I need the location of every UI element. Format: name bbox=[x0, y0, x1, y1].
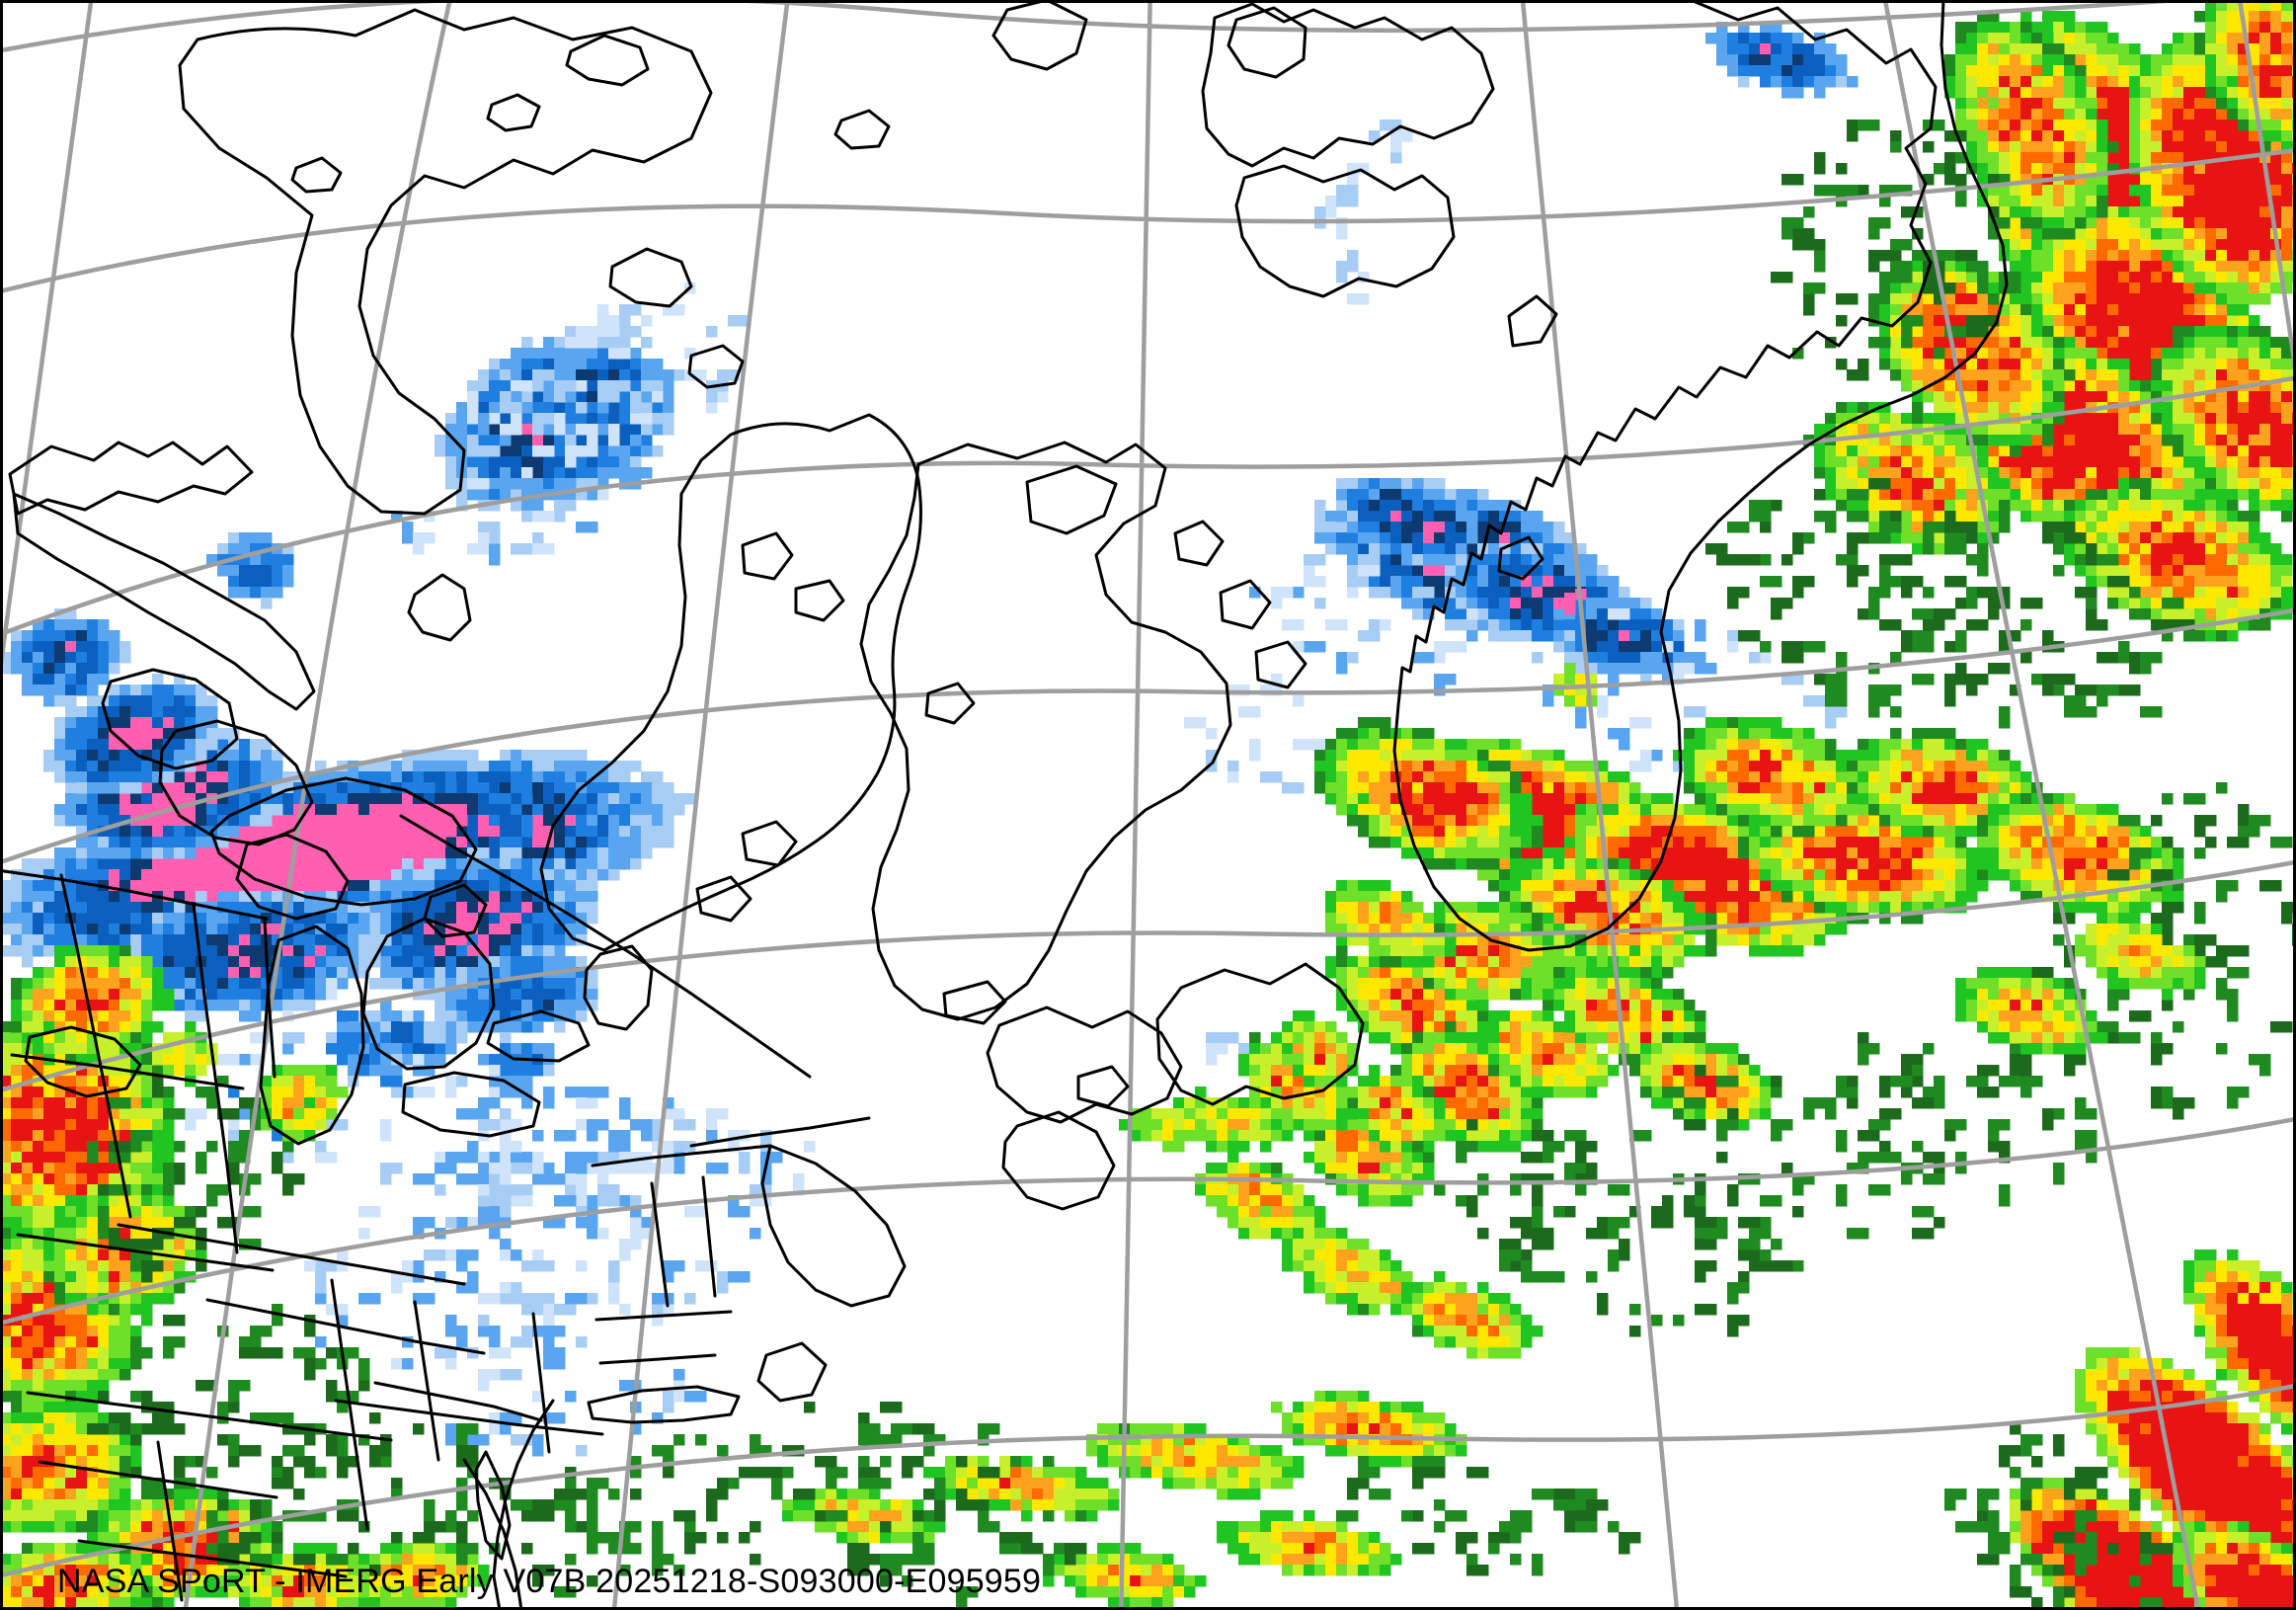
graticule-lon-4 bbox=[1119, 0, 1152, 1610]
coast-pei bbox=[1076, 1065, 1130, 1108]
graticule-lat-4 bbox=[0, 607, 2296, 865]
coast-newfoundland bbox=[1155, 962, 1365, 1106]
coast-labrador-detail-3 bbox=[1254, 640, 1307, 689]
coast-anticosti bbox=[942, 980, 1007, 1025]
coast-labrador-detail-2 bbox=[1219, 579, 1272, 630]
coast-greenland-west-detail bbox=[1507, 294, 1558, 348]
coast-hudson-island-1 bbox=[741, 531, 794, 581]
coast-hudson-island-2 bbox=[794, 579, 845, 622]
coast-north-mainland bbox=[178, 8, 713, 516]
coast-quebec-ne bbox=[1025, 464, 1118, 535]
coast-hudson-island-3 bbox=[924, 682, 976, 725]
border-ohio-valley bbox=[117, 1223, 466, 1286]
coast-arctic-island-d bbox=[407, 573, 472, 642]
border-state-vertical-6 bbox=[531, 1312, 551, 1454]
coast-lake-ontario bbox=[486, 1009, 591, 1063]
coast-greenland-bay-1 bbox=[1497, 535, 1544, 581]
border-appalachia bbox=[205, 1298, 486, 1355]
graticule-lon-2 bbox=[183, 0, 452, 1610]
border-south-1 bbox=[38, 1460, 278, 1499]
border-mid-atlantic bbox=[373, 1381, 543, 1422]
coast-quebec-lake-2 bbox=[695, 875, 752, 923]
coast-hudson-james-bay bbox=[583, 944, 654, 1031]
border-us-vt-nh bbox=[650, 1181, 670, 1308]
coast-arctic-island-b bbox=[12, 492, 316, 711]
coast-greenland-nw-island bbox=[1227, 6, 1307, 79]
coast-arctic-small-3 bbox=[687, 344, 745, 389]
coast-hudson-bay bbox=[539, 413, 922, 952]
border-quebec-ontario bbox=[399, 814, 812, 1079]
coast-arctic-island-a bbox=[8, 441, 254, 516]
graticule-lon-7 bbox=[2237, 0, 2296, 388]
coast-georgian-bay bbox=[423, 883, 488, 938]
border-south-2 bbox=[77, 1539, 348, 1578]
border-south-vert bbox=[156, 1440, 184, 1602]
coast-arctic-small-5 bbox=[565, 34, 650, 87]
coast-ungava-labrador bbox=[859, 441, 1232, 1021]
border-state-vertical-5 bbox=[413, 1300, 440, 1462]
coast-labrador-detail-1 bbox=[1173, 520, 1225, 567]
border-quebec-us bbox=[689, 1116, 871, 1148]
coast-arctic-small-6 bbox=[486, 93, 541, 132]
coastlines bbox=[0, 0, 2009, 1610]
coast-lake-superior bbox=[209, 776, 478, 907]
coast-lake-erie bbox=[401, 1071, 541, 1138]
coast-chesapeake bbox=[474, 1450, 512, 1561]
border-us-mass bbox=[594, 1310, 733, 1322]
coast-arctic-island-f bbox=[235, 833, 350, 921]
border-state-vertical-2 bbox=[192, 903, 239, 1254]
graticule-lon-3 bbox=[611, 0, 790, 1610]
graticule-lat-6 bbox=[0, 1116, 2296, 1327]
coast-nova-scotia bbox=[1001, 1110, 1116, 1211]
coast-arctic-small-4 bbox=[833, 109, 891, 150]
border-state-horiz-3 bbox=[26, 1391, 393, 1442]
graticule-lat-7 bbox=[0, 1383, 2296, 1578]
coast-arctic-island-g bbox=[24, 1025, 142, 1098]
graticule-lat-1 bbox=[0, 0, 2210, 53]
border-state-vertical-4 bbox=[330, 1278, 369, 1531]
graticule-lon-1 bbox=[0, 0, 94, 687]
coast-quebec-lake-1 bbox=[741, 820, 798, 867]
coast-lake-michigan bbox=[259, 925, 365, 1146]
coast-gulf-st-lawrence bbox=[986, 1006, 1183, 1124]
graticule-lat-3 bbox=[0, 375, 2296, 637]
coast-arctic-small-1 bbox=[290, 156, 343, 194]
border-state-horiz-1 bbox=[10, 1053, 245, 1090]
graticule-lon-5 bbox=[1520, 0, 1680, 1610]
border-state-horiz-4 bbox=[334, 1399, 604, 1436]
border-state-vertical-3 bbox=[263, 917, 277, 1079]
border-us-canada-49th bbox=[0, 868, 269, 921]
coast-arctic-mainland-ne bbox=[991, 0, 1088, 71]
border-us-nh-me bbox=[701, 1175, 717, 1298]
figure-caption: NASA SPoRT - IMERG Early V07B 20251218-S… bbox=[57, 1563, 1042, 1600]
coast-lake-huron bbox=[361, 917, 496, 1071]
coast-maine-ne bbox=[760, 1144, 907, 1308]
coast-long-island bbox=[587, 1385, 741, 1424]
border-us-ne-1 bbox=[591, 1144, 772, 1167]
coast-cape-cod bbox=[756, 1341, 828, 1403]
coast-greenland bbox=[1392, 0, 2009, 952]
graticule-lat-5 bbox=[0, 859, 2296, 1093]
border-state-vertical-1 bbox=[59, 873, 132, 1219]
border-state-horiz-2 bbox=[16, 1233, 275, 1272]
coast-arctic-small-2 bbox=[608, 247, 693, 308]
graticule-lon-6 bbox=[1882, 0, 2201, 1610]
coast-us-east-2 bbox=[462, 1458, 523, 1610]
graticule-lat-2 bbox=[0, 147, 2296, 294]
coast-baffin-south bbox=[1234, 164, 1456, 298]
coast-arctic-island-c bbox=[101, 668, 239, 770]
coast-baffin-island bbox=[1201, 2, 1495, 168]
border-us-ct-ri bbox=[598, 1353, 717, 1365]
